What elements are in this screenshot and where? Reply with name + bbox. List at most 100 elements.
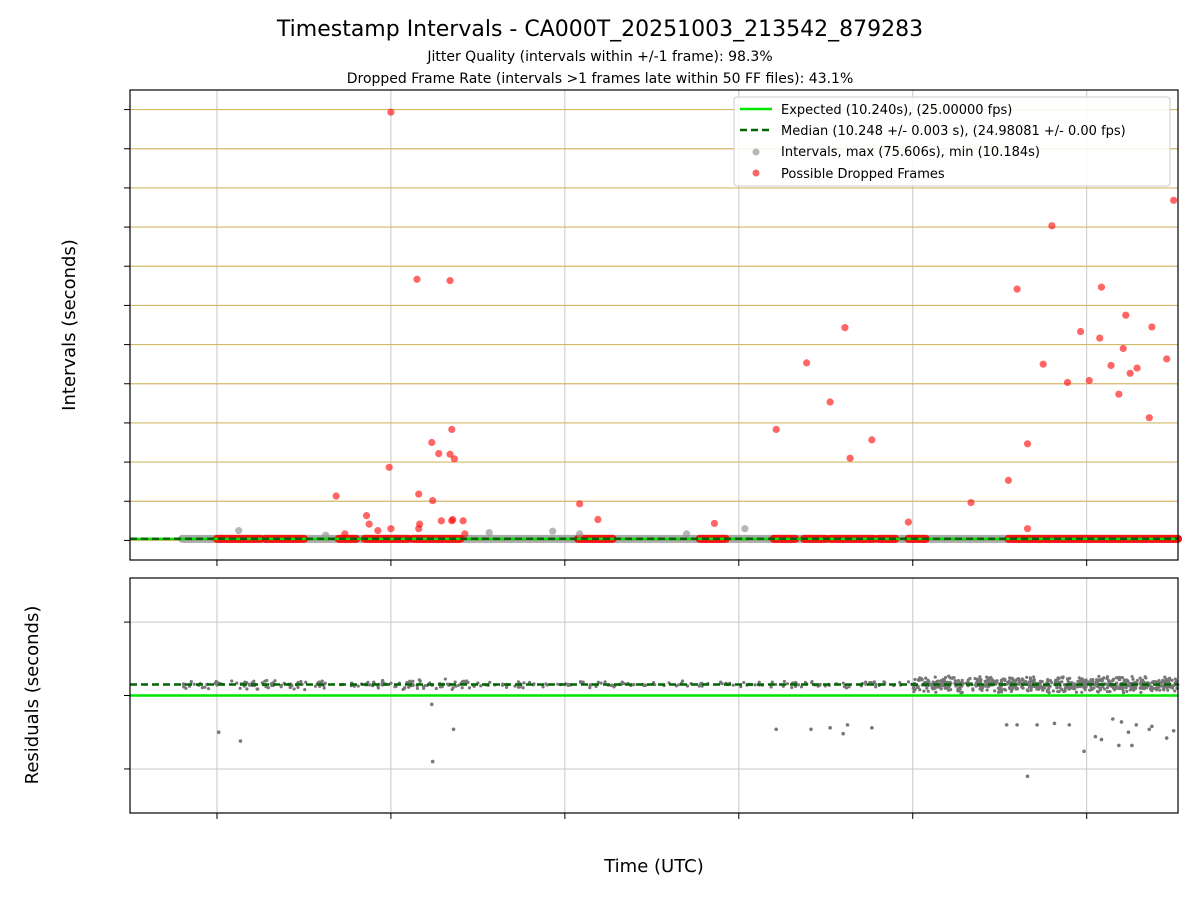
residual-point: [1074, 690, 1079, 694]
residual-point: [263, 679, 267, 683]
dropped-frame-point: [803, 359, 811, 367]
residual-point: [421, 685, 425, 689]
intervals-y-label: Intervals (seconds): [59, 239, 80, 411]
residual-point: [919, 677, 923, 681]
residual-point: [453, 680, 457, 684]
dropped-frame-point: [1115, 390, 1123, 398]
residual-point: [1128, 688, 1132, 692]
dropped-frame-point: [1023, 525, 1032, 533]
interval-point: [549, 527, 557, 535]
residual-point: [366, 680, 370, 684]
residual-point: [1080, 680, 1085, 685]
dropped-frame-point: [446, 277, 454, 285]
residual-point: [488, 680, 492, 684]
residual-point: [1134, 680, 1138, 684]
residual-point: [1166, 688, 1170, 692]
residual-outlier-point: [774, 727, 778, 732]
dropped-frame-point: [385, 463, 393, 471]
residual-point: [545, 683, 549, 687]
residual-point: [381, 678, 385, 683]
residual-point: [521, 686, 525, 690]
dropped-frame-point: [341, 530, 349, 538]
dropped-frame-point: [904, 518, 912, 526]
residual-point: [1163, 675, 1167, 679]
residual-point: [527, 680, 532, 684]
residual-point: [1121, 691, 1126, 695]
dropped-frame-point: [1097, 283, 1106, 291]
residual-point: [1111, 679, 1115, 683]
residual-outlier-point: [809, 727, 813, 732]
residual-point: [1050, 681, 1054, 685]
residual-point: [532, 682, 536, 686]
dropped-frame-point: [1013, 285, 1021, 293]
residual-point: [770, 680, 774, 684]
residual-point: [1010, 676, 1014, 681]
residual-point: [323, 681, 327, 685]
dropped-frame-point: [387, 108, 395, 116]
residual-point: [1025, 688, 1029, 692]
dropped-frame-point: [1122, 311, 1130, 319]
residual-point: [516, 680, 520, 684]
residual-point: [956, 687, 960, 691]
residual-point: [1007, 685, 1012, 690]
dropped-frame-point: [594, 515, 602, 524]
residual-point: [566, 683, 570, 688]
residual-outlier-point: [1117, 743, 1121, 748]
residual-point: [925, 680, 929, 684]
residual-point: [1046, 688, 1050, 692]
residual-point: [950, 676, 954, 680]
residual-point: [1089, 678, 1093, 682]
residual-point: [925, 686, 929, 690]
residual-point: [356, 684, 360, 688]
residual-point: [501, 682, 505, 686]
residual-point: [1021, 678, 1025, 682]
residual-point: [742, 680, 746, 685]
intervals-x-ticks: [216, 560, 1088, 566]
residuals-reference-lines: [130, 683, 1178, 697]
residual-point: [632, 683, 636, 687]
dropped-frame-point: [1148, 323, 1156, 331]
residual-outlier-point: [1171, 728, 1176, 733]
residual-point: [252, 679, 256, 683]
residuals-y-label: Residuals (seconds): [22, 606, 43, 785]
residual-point: [1158, 688, 1162, 692]
residual-point: [942, 678, 947, 682]
dropped-frame-point: [374, 527, 382, 535]
dropped-frame-point: [332, 492, 340, 500]
residual-point: [1126, 680, 1130, 684]
residual-point: [522, 681, 526, 685]
dropped-frame-point: [1085, 376, 1093, 385]
intervals-axes-frame: [129, 89, 1179, 561]
dropped-frame-point: [1133, 364, 1141, 372]
interval-point: [576, 530, 584, 538]
residual-point: [847, 685, 851, 689]
residual-point: [1098, 687, 1102, 691]
residual-outlier-point: [1164, 736, 1169, 740]
residual-point: [1065, 677, 1070, 681]
residual-point: [1056, 676, 1060, 680]
residual-point: [757, 680, 761, 684]
residual-point: [985, 679, 989, 683]
residual-point: [1099, 678, 1103, 683]
residual-point: [1010, 687, 1014, 692]
dropped-frame-point: [1063, 378, 1072, 387]
residual-point: [1051, 689, 1055, 693]
dropped-frame-point: [1048, 222, 1056, 230]
residual-point: [599, 681, 603, 685]
residual-outlier-point: [430, 759, 435, 764]
interval-point: [741, 525, 749, 533]
residual-outlier-point: [1015, 723, 1019, 727]
residual-point: [841, 681, 845, 685]
residual-point: [785, 682, 790, 686]
residual-point: [874, 682, 878, 686]
residual-point: [677, 683, 681, 687]
chart-subtitle-dropped: Dropped Frame Rate (intervals >1 frames …: [347, 71, 854, 87]
residual-point: [944, 675, 948, 680]
dropped-frame-point: [435, 449, 443, 458]
residual-point: [799, 685, 804, 689]
residual-point: [1083, 688, 1087, 692]
residual-outlier-point: [1147, 727, 1152, 732]
residual-point: [978, 675, 982, 679]
residual-point: [936, 679, 940, 683]
